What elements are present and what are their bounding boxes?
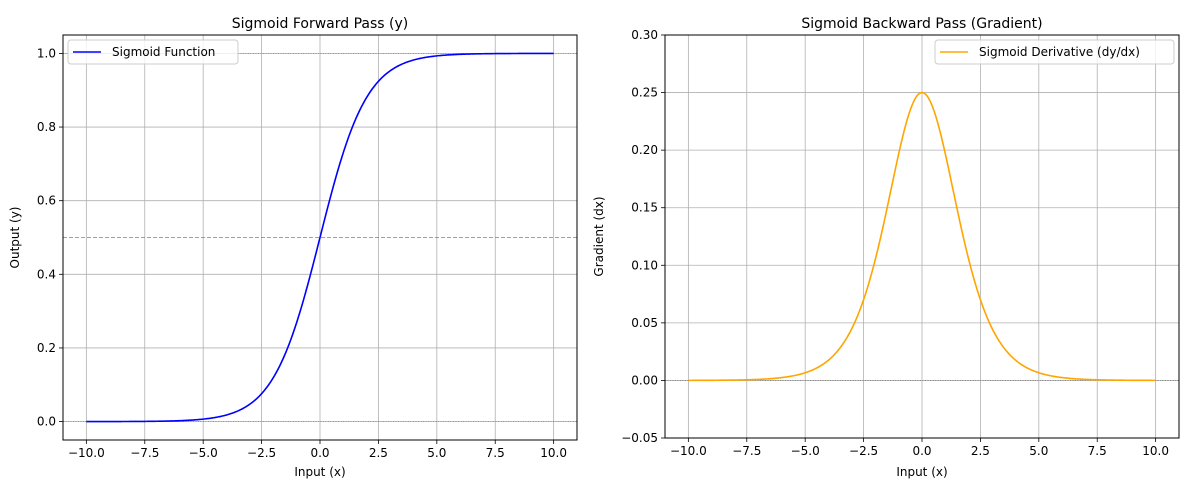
x-tick-label: −10.0 (670, 444, 707, 458)
chart-title: Sigmoid Forward Pass (y) (232, 16, 408, 32)
y-tick-label: 1.0 (37, 46, 56, 60)
x-tick-label: 0.0 (310, 446, 329, 460)
x-tick-label: 0.0 (912, 444, 931, 458)
x-axis-ticks: −10.0 −7.5 −5.0 −2.5 0.0 2.5 5.0 7.5 10.0 (68, 440, 567, 460)
y-tick-label: 0.2 (37, 341, 56, 355)
y-axis-ticks: −0.05 0.00 0.05 0.10 0.15 0.20 0.25 0.30 (621, 28, 665, 445)
x-tick-label: −7.5 (130, 446, 159, 460)
x-tick-label: −2.5 (849, 444, 878, 458)
x-tick-label: −10.0 (68, 446, 105, 460)
y-axis-ticks: 0.0 0.2 0.4 0.6 0.8 1.0 (37, 46, 63, 429)
y-axis-label: Gradient (dx) (592, 196, 606, 276)
series-lines (688, 91, 1156, 382)
x-tick-label: 5.0 (427, 446, 446, 460)
x-tick-label: 10.0 (1142, 444, 1169, 458)
y-tick-label: 0.10 (631, 258, 658, 272)
y-tick-label: 0.15 (631, 201, 658, 215)
x-tick-label: −5.0 (791, 444, 820, 458)
x-tick-label: −2.5 (247, 446, 276, 460)
x-axis-label: Input (x) (294, 465, 345, 479)
panel-sigmoid-backward: Sigmoid Backward Pass (Gradient) −10.0 −7… (592, 16, 1180, 479)
y-tick-label: 0.00 (631, 373, 658, 387)
y-axis-label: Output (y) (8, 207, 22, 269)
x-tick-label: 7.5 (1088, 444, 1107, 458)
y-tick-label: 0.30 (631, 28, 658, 42)
y-tick-label: 0.6 (37, 194, 56, 208)
x-tick-label: 2.5 (369, 446, 388, 460)
legend-box (934, 39, 1175, 65)
y-tick-label: 0.20 (631, 143, 658, 157)
x-tick-label: −5.0 (189, 446, 218, 460)
y-tick-label: 0.8 (37, 120, 56, 134)
panel-sigmoid-forward: Sigmoid Forward Pass (y) −10.0 −7.5 −5.0 −2… (8, 16, 578, 479)
x-tick-label: −7.5 (732, 444, 761, 458)
x-tick-label: 5.0 (1029, 444, 1048, 458)
legend: Sigmoid Derivative (dy/dx) (934, 39, 1175, 65)
x-axis-label: Input (x) (896, 465, 947, 479)
grid-lines (665, 34, 1179, 439)
x-tick-label: 7.5 (486, 446, 505, 460)
legend-box (67, 39, 239, 65)
series-lines (86, 52, 554, 423)
y-tick-label: 0.05 (631, 316, 658, 330)
chart-title: Sigmoid Backward Pass (Gradient) (801, 16, 1042, 32)
legend-label: Sigmoid Derivative (dy/dx) (979, 45, 1140, 59)
legend-label: Sigmoid Function (112, 45, 215, 59)
y-tick-label: 0.0 (37, 415, 56, 429)
x-axis-ticks: −10.0 −7.5 −5.0 −2.5 0.0 2.5 5.0 7.5 10.0 (670, 438, 1169, 458)
legend: Sigmoid Function (67, 39, 239, 65)
y-tick-label: 0.4 (37, 267, 56, 281)
y-tick-label: −0.05 (621, 431, 658, 445)
y-tick-label: 0.25 (631, 86, 658, 100)
series-line (86, 52, 554, 423)
series-line (688, 91, 1156, 382)
x-tick-label: 2.5 (971, 444, 990, 458)
x-tick-label: 10.0 (540, 446, 567, 460)
